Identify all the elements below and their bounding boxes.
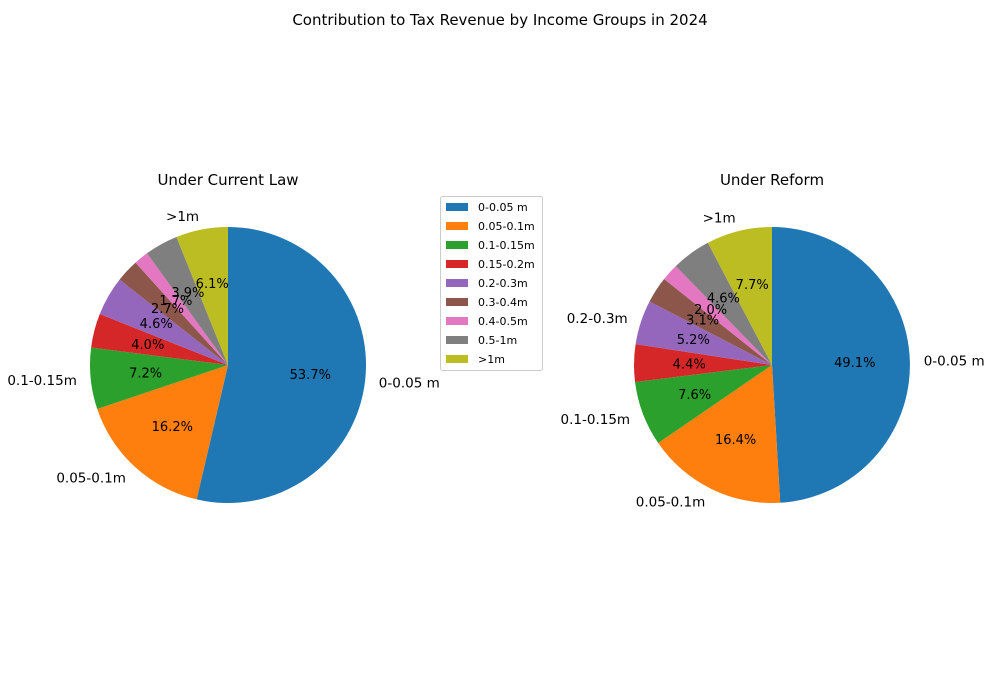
wedge-reform-0-5-1m: [675, 242, 772, 365]
wedge-reform-0-3-0-4m: [649, 278, 772, 365]
pie-title-current-law: Under Current Law: [157, 171, 298, 189]
pct-label-current-law-0-0-05-m: 53.7%: [290, 368, 331, 383]
outer-label-current-law-0-1-0-15m: 0.1-0.15m: [7, 373, 77, 389]
legend-label-0-0-05-m: 0-0.05 m: [478, 201, 528, 214]
pct-label-current-law-0-05-0-1m: 16.2%: [152, 420, 193, 435]
pct-label-reform-0-05-0-1m: 16.4%: [715, 433, 756, 448]
legend-swatch-0-1-0-15m: [446, 241, 468, 249]
outer-label-current-law-0-05-0-1m: 0.05-0.1m: [56, 470, 126, 486]
pct-label-reform-0-0-05-m: 49.1%: [834, 356, 875, 371]
outer-label-reform-0-0-05-m: 0-0.05 m: [924, 354, 985, 370]
legend-label-0-1-0-15m: 0.1-0.15m: [478, 239, 535, 252]
wedge-current-law-0-4-0-5m: [135, 253, 228, 365]
pie-chart-current-law: Under Current Law 53.7% 0-0.05 m 16.2% 0.05…: [7, 171, 440, 503]
pct-label-current-law-0-4-0-5m: 1.7%: [159, 294, 192, 309]
pct-label-current-law-0-2-0-3m: 4.6%: [140, 317, 173, 332]
wedge-current-law-0-15-0-2m: [91, 314, 228, 365]
wedge-current-law-1m: [176, 227, 228, 365]
wedge-reform-0-0-05-m: [772, 227, 910, 503]
wedge-reform-0-2-0-3m: [635, 301, 772, 365]
legend-swatch-0-5-1m: [446, 336, 468, 344]
legend-swatch-1m: [446, 355, 468, 363]
pct-label-reform-0-1-0-15m: 7.6%: [678, 388, 711, 403]
legend-label-0-5-1m: 0.5-1m: [478, 334, 517, 347]
pie-title-reform: Under Reform: [720, 171, 824, 189]
pct-label-reform-0-5-1m: 4.6%: [707, 292, 740, 307]
legend-label-1m: >1m: [478, 353, 505, 366]
legend-swatch-0-4-0-5m: [446, 317, 468, 325]
figure-title: Contribution to Tax Revenue by Income Gr…: [292, 11, 707, 29]
legend-label-0-15-0-2m: 0.15-0.2m: [478, 258, 535, 271]
pct-label-reform-0-3-0-4m: 3.1%: [686, 313, 719, 328]
legend-swatch-0-0-05-m: [446, 203, 468, 211]
outer-label-current-law-0-0-05-m: 0-0.05 m: [379, 375, 440, 391]
legend-label-0-05-0-1m: 0.05-0.1m: [478, 220, 535, 233]
wedge-reform-0-15-0-2m: [634, 344, 772, 383]
wedge-reform-0-4-0-5m: [664, 266, 772, 365]
wedge-current-law-0-05-0-1m: [97, 365, 228, 500]
legend-swatch-0-05-0-1m: [446, 222, 468, 230]
wedge-reform-1m: [707, 227, 772, 365]
legend-label-0-2-0-3m: 0.2-0.3m: [478, 277, 528, 290]
legend-swatch-0-15-0-2m: [446, 260, 468, 268]
wedge-current-law-0-0-05-m: [196, 227, 367, 503]
legend-swatch-0-3-0-4m: [446, 298, 468, 306]
outer-label-current-law-1m: >1m: [166, 209, 199, 225]
outer-label-reform-0-2-0-3m: 0.2-0.3m: [567, 311, 628, 327]
legend-label-0-3-0-4m: 0.3-0.4m: [478, 296, 528, 309]
wedge-current-law-0-2-0-3m: [99, 279, 228, 365]
legend-label-0-4-0-5m: 0.4-0.5m: [478, 315, 528, 328]
outer-label-reform-0-05-0-1m: 0.05-0.1m: [636, 494, 706, 510]
wedge-reform-0-1-0-15m: [635, 365, 772, 444]
pie-chart-reform: Under Reform 49.1% 0-0.05 m 16.4% 0.05-0.1m…: [561, 171, 985, 510]
pct-label-current-law-0-15-0-2m: 4.0%: [131, 338, 164, 353]
pct-label-current-law-0-1-0-15m: 7.2%: [129, 367, 162, 382]
outer-label-reform-0-1-0-15m: 0.1-0.15m: [561, 412, 631, 428]
pct-label-reform-1m: 7.7%: [736, 278, 769, 293]
wedge-reform-0-05-0-1m: [658, 365, 781, 503]
legend-frame: [440, 196, 543, 371]
wedge-current-law-0-5-1m: [146, 236, 228, 365]
pct-label-reform-0-4-0-5m: 2.0%: [694, 303, 727, 318]
outer-label-reform-1m: >1m: [703, 211, 736, 227]
pct-label-current-law-0-5-1m: 3.9%: [171, 286, 204, 301]
pct-label-reform-0-2-0-3m: 5.2%: [677, 333, 710, 348]
pct-label-current-law-0-3-0-4m: 2.7%: [151, 302, 184, 317]
legend-swatch-0-2-0-3m: [446, 279, 468, 287]
wedge-current-law-0-1-0-15m: [89, 347, 228, 410]
wedge-current-law-0-3-0-4m: [119, 262, 228, 365]
legend: 0-0.05 m 0.05-0.1m 0.1-0.15m 0.15-0.2m 0.2-0…: [440, 196, 543, 371]
pct-label-current-law-1m: 6.1%: [196, 277, 229, 292]
pct-label-reform-0-15-0-2m: 4.4%: [673, 357, 706, 372]
